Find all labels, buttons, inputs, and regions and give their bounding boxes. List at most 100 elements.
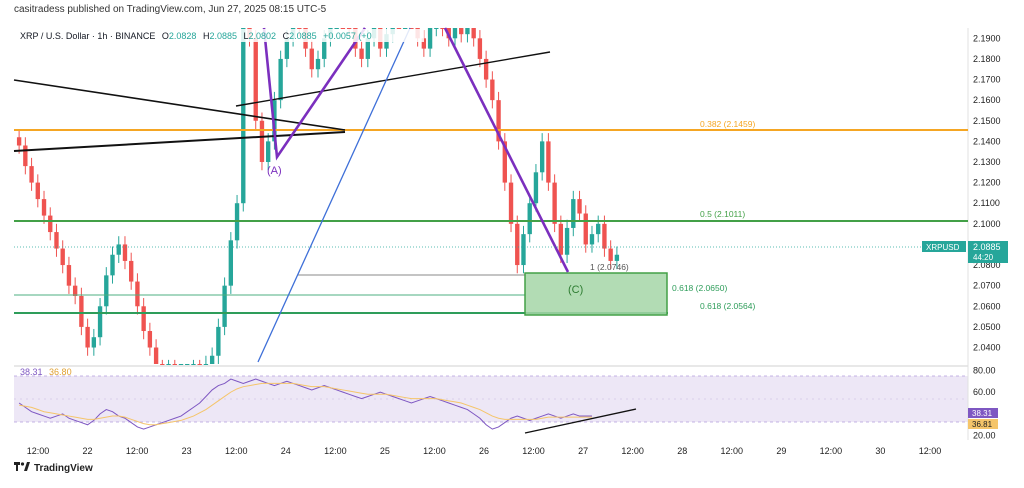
black-trendline-2 (13, 131, 346, 152)
candle-body (602, 223, 607, 249)
rsi-tick-label: 60.00 (973, 387, 996, 397)
candle-body (185, 364, 190, 365)
black-trendline-3 (235, 51, 551, 107)
rsi-line (18, 378, 592, 430)
candle-body (496, 100, 501, 142)
fib-0618-a-label: 0.618 (2.0650) (672, 283, 727, 293)
candle-body (72, 285, 78, 296)
candle-body (228, 240, 234, 286)
candle-body (79, 295, 84, 327)
wave-a-path (262, 27, 367, 161)
time-tick-label: 12:00 (126, 446, 149, 456)
rsi-tick-label: 80.00 (973, 365, 996, 375)
legend-high: 2.0885 (209, 31, 237, 41)
wave-c-label: (C) (568, 284, 583, 296)
svg-text:XRP / U.S. Dollar · 1h · BINAN: XRP / U.S. Dollar · 1h · BINANCE O2.0828… (20, 31, 372, 41)
price-badge-symbol: XRPUSD (926, 243, 960, 252)
price-tick-label: 2.0500 (973, 322, 1001, 332)
candle-body (533, 172, 539, 204)
time-tick-label: 22 (83, 446, 93, 456)
legend-open: 2.0828 (169, 31, 197, 41)
blue-trendline (257, 27, 411, 363)
candle-body (253, 38, 258, 121)
publisher-caption: casitradess published on TradingView.com… (14, 4, 327, 15)
candle-body (471, 28, 476, 39)
candle-body (546, 141, 551, 183)
tradingview-logo[interactable]: TradingView (14, 462, 93, 474)
candle-body (129, 260, 134, 282)
tradingview-logo-text: TradingView (34, 463, 93, 474)
candle-body (266, 141, 271, 162)
time-tick-label: 12:00 (919, 446, 942, 456)
candle-body (141, 306, 146, 332)
time-tick-label: 12:00 (27, 446, 50, 456)
price-axis[interactable]: 2.1900 2.1800 2.1700 2.1600 2.1500 2.1400 2.13… (973, 33, 1001, 352)
time-tick-label: 12:00 (324, 446, 347, 456)
candle-body (309, 48, 314, 70)
candles (16, 28, 620, 365)
price-tick-label: 2.1900 (973, 33, 1001, 43)
candle-body (614, 254, 620, 261)
price-badge-symbol-bg (922, 241, 966, 252)
candle-body (396, 28, 402, 29)
candle-body (409, 28, 414, 29)
legend-rsi: 38.31 (20, 367, 43, 377)
candle-body (222, 285, 227, 327)
candle-body (209, 355, 215, 364)
candle-body (203, 364, 209, 365)
candle-body (334, 28, 339, 29)
candle-body (322, 38, 327, 59)
candle-body (515, 223, 520, 266)
candle-body (153, 347, 159, 364)
legend-change: +0.0057 (+0 (323, 31, 372, 41)
black-trendline-1 (13, 79, 346, 131)
legend-high-label: H (203, 31, 210, 41)
price-tick-label: 2.1000 (973, 219, 1001, 229)
price-tick-label: 2.0600 (973, 301, 1001, 311)
rsi-ma-badge-bg (968, 419, 998, 429)
candle-body (459, 28, 464, 35)
fib-0382-label: 0.382 (2.1459) (700, 119, 755, 129)
price-tick-label: 2.1400 (973, 136, 1001, 146)
time-axis[interactable]: 12:00 22 12:00 23 12:00 24 12:00 25 12:00 26 12:00… (27, 446, 942, 456)
candle-body (527, 203, 532, 235)
candle-body (477, 38, 483, 59)
candle-body (54, 232, 59, 249)
candle-body (421, 38, 427, 49)
candle-body (483, 58, 489, 80)
candle-body (452, 28, 458, 39)
legend-symbol: XRP / U.S. Dollar · 1h · BINANCE (20, 31, 155, 41)
candle-body (365, 38, 370, 59)
candle-body (147, 331, 153, 348)
price-tick-label: 2.1200 (973, 178, 1001, 188)
candle-body (552, 182, 557, 224)
candle-body (521, 234, 526, 266)
target-zone[interactable] (524, 272, 668, 316)
time-tick-label: 12:00 (522, 446, 545, 456)
candle-body (110, 254, 115, 276)
candle-body (23, 145, 28, 167)
time-tick-label: 24 (281, 446, 291, 456)
fib-05-label: 0.5 (2.1011) (700, 209, 745, 219)
price-tick-label: 2.0700 (973, 281, 1001, 291)
candle-body (60, 248, 65, 266)
candle-body (589, 234, 595, 245)
time-tick-label: 29 (776, 446, 786, 456)
time-tick-label: 12:00 (225, 446, 248, 456)
candle-body (440, 28, 445, 29)
candle-body (608, 248, 613, 261)
price-badge-countdown: 44:20 (973, 253, 994, 262)
legend-low: 2.0802 (249, 31, 277, 41)
time-tick-label: 12:00 (423, 446, 446, 456)
time-tick-label: 12:00 (721, 446, 744, 456)
candle-body (41, 199, 47, 216)
legend: XRP / U.S. Dollar · 1h · BINANCE O2.0828… (16, 29, 424, 377)
price-tick-label: 2.1800 (973, 54, 1001, 64)
time-tick-label: 25 (380, 446, 390, 456)
price-tick-label: 2.1700 (973, 75, 1001, 85)
rsi-ma-line (19, 382, 592, 426)
candle-body (583, 213, 588, 245)
candle-body (66, 265, 72, 286)
